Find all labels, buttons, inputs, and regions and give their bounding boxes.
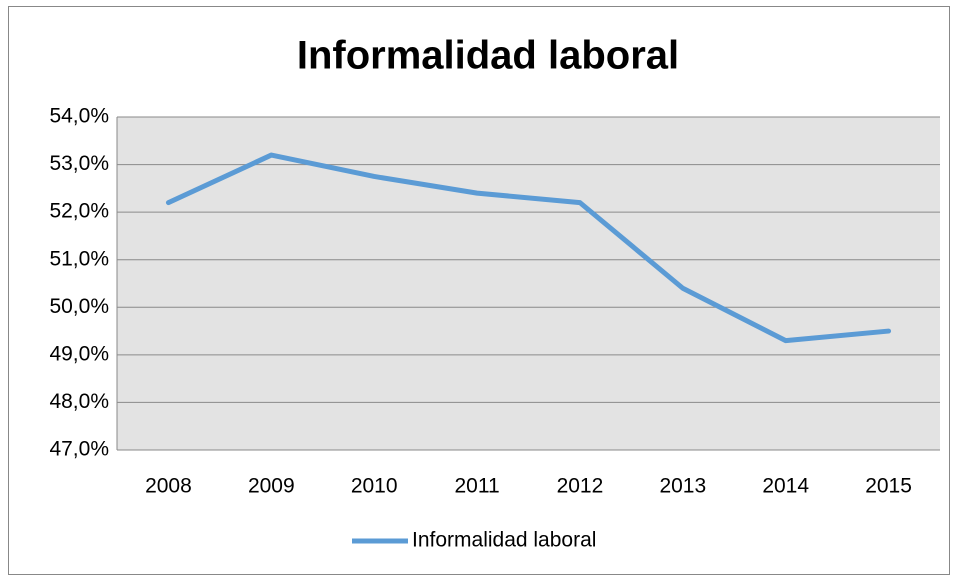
y-tick-label: 51,0% [49, 247, 109, 270]
y-tick-label: 47,0% [49, 438, 109, 461]
y-tick-label: 52,0% [49, 200, 109, 223]
chart-title: Informalidad laboral [297, 34, 679, 78]
y-tick-label: 48,0% [49, 390, 109, 413]
y-tick-label: 53,0% [49, 152, 109, 175]
y-tick-label: 49,0% [49, 342, 109, 365]
x-tick-label: 2008 [145, 475, 192, 498]
x-tick-label: 2013 [659, 475, 706, 498]
y-tick-label: 54,0% [49, 105, 109, 128]
x-tick-label: 2011 [454, 475, 499, 498]
x-tick-label: 2010 [351, 475, 398, 498]
y-tick-label: 50,0% [49, 295, 109, 318]
x-tick-label: 2012 [557, 475, 604, 498]
x-tick-label: 2009 [248, 475, 295, 498]
data-line [165, 152, 892, 344]
x-tick-label: 2014 [762, 475, 809, 498]
plot-area [117, 117, 940, 450]
legend-label: Informalidad laboral [412, 529, 596, 552]
x-tick-label: 2015 [865, 475, 912, 498]
